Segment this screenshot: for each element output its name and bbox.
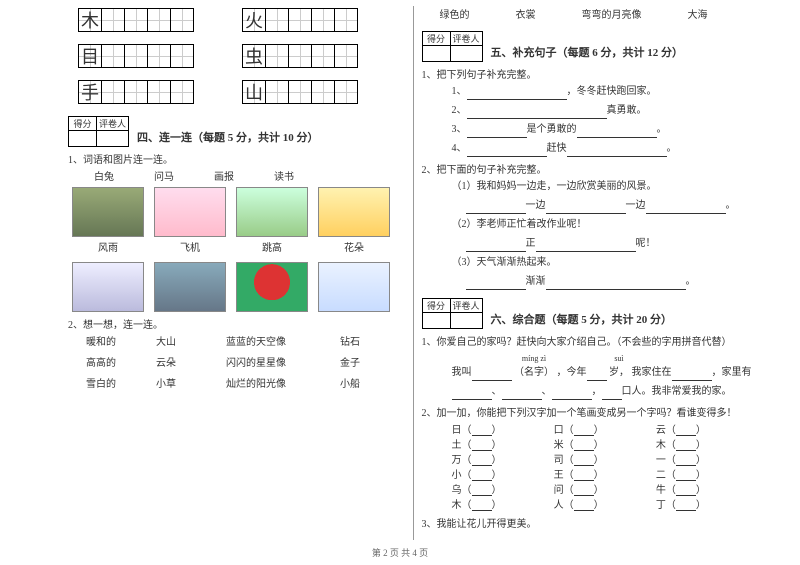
section-6-title: 六、综合题（每题 5 分，共计 20 分）	[491, 311, 673, 329]
caption: 跳高	[236, 239, 308, 254]
match-cell: 灿烂的阳光像	[226, 375, 326, 390]
s6-q1-line1: 我叫 míng zì（名字） ，今年 suì岁， 我家住在，家里有	[452, 351, 759, 381]
s5-q2-2b: 正呢！	[466, 236, 759, 252]
paren-table: 日（）口（）云（） 土（）米（）木（） 万（）司（）一（） 小（）王（）二（） …	[422, 421, 759, 511]
grid-chong: 虫	[242, 44, 358, 68]
score-label: 得分	[422, 32, 450, 46]
s6-q2: 2、加一加，你能把下列汉字加一个笔画变成另一个字吗？看谁变得多！	[422, 404, 759, 419]
s5-line3: 3、是个勇敢的。	[452, 122, 759, 138]
match-cell: 金子	[340, 354, 390, 369]
s6-q1-line2: 、、，口人。我非常爱我的家。	[452, 384, 759, 400]
section-4-title: 四、连一连（每题 5 分，共计 10 分）	[137, 129, 319, 147]
page-footer: 第 2 页 共 4 页	[0, 546, 800, 559]
char-cell: 木	[78, 8, 102, 32]
s5-q2: 2、把下面的句子补充完整。	[422, 161, 759, 176]
caption: 飞机	[154, 239, 226, 254]
caption: 风雨	[72, 239, 144, 254]
word: 衣裳	[516, 6, 536, 21]
score-label: 得分	[69, 117, 97, 131]
q1-words: 白兔 问马 画报 读书	[68, 168, 405, 183]
char-cell: 手	[78, 80, 102, 104]
section-4-header: 得分评卷人 四、连一连（每题 5 分，共计 10 分）	[68, 116, 405, 147]
thumb-sky	[154, 262, 226, 312]
char-cell: 目	[78, 44, 102, 68]
thumb-rose	[236, 262, 308, 312]
q2-prompt: 2、想一想，连一连。	[68, 316, 405, 331]
match-cell: 小草	[156, 375, 212, 390]
s5-q2-3b: 渐渐。	[466, 274, 759, 290]
grid-mu2: 目	[78, 44, 194, 68]
grader-label: 评卷人	[450, 299, 482, 313]
caption-row-1: 风雨 飞机 跳高 花朵	[68, 239, 405, 254]
grader-label: 评卷人	[450, 32, 482, 46]
grid-shou: 手	[78, 80, 194, 104]
grid-mu: 木	[78, 8, 194, 32]
thumb-card	[318, 187, 390, 237]
match-cell: 暖和的	[86, 333, 142, 348]
match-cell: 小船	[340, 375, 390, 390]
s5-line1: 1、，冬冬赶快跑回家。	[452, 84, 759, 100]
grid-shan: 山	[242, 80, 358, 104]
s5-q2-2: （2）李老师正忙着改作业呢！	[452, 217, 759, 233]
s6-q3: 3、我能让花儿开得更美。	[422, 515, 759, 530]
left-column: 木 火 目 虫 手	[60, 6, 414, 540]
thumb-highjump	[72, 262, 144, 312]
character-grid-section: 木 火 目 虫 手	[68, 8, 405, 104]
s5-line2: 2、真勇敢。	[452, 103, 759, 119]
match-cell: 闪闪的星星像	[226, 354, 326, 369]
char-cell: 山	[242, 80, 266, 104]
thumb-hippo	[72, 187, 144, 237]
s5-q1: 1、把下列句子补充完整。	[422, 66, 759, 81]
word: 问马	[154, 168, 174, 183]
score-box: 得分评卷人	[422, 298, 483, 329]
match-grid: 暖和的 大山 蓝蓝的天空像 钻石 高高的 云朵 闪闪的星星像 金子 雪白的 小草…	[68, 333, 405, 390]
grader-label: 评卷人	[97, 117, 129, 131]
word: 大海	[688, 6, 708, 21]
caption: 花朵	[318, 239, 390, 254]
word: 白兔	[94, 168, 114, 183]
image-row-1	[68, 187, 405, 237]
match-cell: 高高的	[86, 354, 142, 369]
top-continuation: 绿色的 衣裳 弯弯的月亮像 大海	[422, 6, 759, 21]
thumb-rabbit	[236, 187, 308, 237]
s5-q2-1: （1）我和妈妈一边走，一边欣赏美丽的风景。	[452, 179, 759, 195]
word: 读书	[274, 168, 294, 183]
word: 弯弯的月亮像	[582, 6, 642, 21]
match-cell: 大山	[156, 333, 212, 348]
right-column: 绿色的 衣裳 弯弯的月亮像 大海 得分评卷人 五、补充句子（每题 6 分，共计 …	[414, 6, 767, 540]
match-cell: 蓝蓝的天空像	[226, 333, 326, 348]
score-box: 得分评卷人	[68, 116, 129, 147]
match-cell: 钻石	[340, 333, 390, 348]
word: 绿色的	[440, 6, 470, 21]
match-cell: 雪白的	[86, 375, 142, 390]
section-6-header: 得分评卷人 六、综合题（每题 5 分，共计 20 分）	[422, 298, 759, 329]
section-5-title: 五、补充句子（每题 6 分，共计 12 分）	[491, 44, 684, 62]
match-cell: 云朵	[156, 354, 212, 369]
image-row-2	[68, 262, 405, 312]
section-5-header: 得分评卷人 五、补充句子（每题 6 分，共计 12 分）	[422, 31, 759, 62]
grid-huo: 火	[242, 8, 358, 32]
s6-q1: 1、你爱自己的家吗？赶快向大家介绍自己。（不会些的字用拼音代替）	[422, 333, 759, 348]
score-box: 得分评卷人	[422, 31, 483, 62]
s5-q2-3: （3）天气渐渐热起来。	[452, 255, 759, 271]
thumb-girl	[154, 187, 226, 237]
char-cell: 虫	[242, 44, 266, 68]
score-label: 得分	[422, 299, 450, 313]
s5-line4: 4、赶快。	[452, 141, 759, 157]
thumb-plane	[318, 262, 390, 312]
word: 画报	[214, 168, 234, 183]
char-cell: 火	[242, 8, 266, 32]
s5-q2-1b: 一边一边。	[466, 198, 759, 214]
q1-prompt: 1、词语和图片连一连。	[68, 151, 405, 166]
